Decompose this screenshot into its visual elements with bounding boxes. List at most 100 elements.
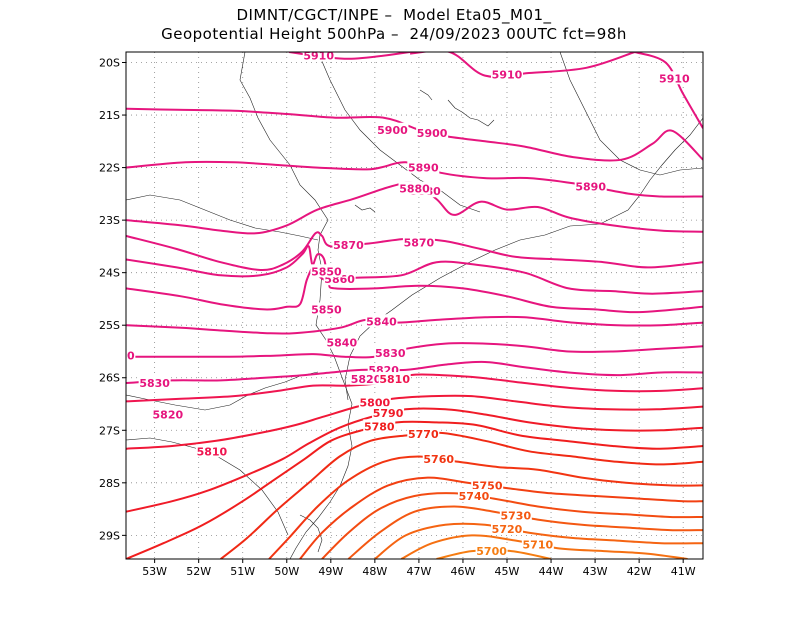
contour-labels: 5910591059105900590058905890588058805870… — [104, 49, 691, 558]
contour-label: 5910 — [659, 72, 690, 85]
contour-label-bg — [457, 488, 490, 502]
y-tick-label: 22S — [99, 162, 120, 175]
contour-label: 5900 — [377, 124, 408, 137]
contour-label: 5740 — [459, 490, 490, 503]
contour-label-bg — [499, 508, 532, 522]
contour-label: 5820 — [351, 373, 382, 386]
contour-label-bg — [376, 122, 409, 136]
contour-label-bg — [126, 348, 136, 362]
x-axis: 53W 52W 51W 50W 49W 48W 47W 46W 45W 44W 43W 42W 41W — [142, 559, 696, 578]
contour-line-5910 — [288, 52, 411, 60]
x-tick-label: 51W — [230, 565, 255, 578]
contour-label-bg — [422, 452, 455, 466]
x-tick-label: 52W — [186, 565, 211, 578]
y-tick-label: 27S — [99, 424, 120, 437]
coastline — [239, 52, 353, 559]
contour-label-bg — [475, 544, 508, 558]
contour-label: 5870 — [333, 239, 364, 252]
contour-label: 5770 — [408, 428, 439, 441]
contour-label: 5810 — [379, 373, 410, 386]
contour-label-bg — [402, 235, 435, 249]
contour-label-bg — [151, 407, 184, 421]
contour-label: 5820 — [153, 409, 184, 422]
contour-label-bg — [407, 160, 440, 174]
x-tick-label: 41W — [671, 565, 696, 578]
contour-label: 5780 — [364, 420, 395, 433]
contour-label-bg — [658, 71, 691, 85]
y-tick-label: 29S — [99, 529, 120, 542]
state-border — [317, 52, 481, 213]
chart-title-line1: DIMNT/CGCT/INPE – Model Eta05_M01_ — [236, 6, 552, 24]
x-tick-label: 49W — [318, 565, 343, 578]
contour-label-bg — [372, 406, 405, 420]
border-line — [126, 371, 319, 411]
contour-label: 5850 — [311, 265, 342, 278]
contour-label-bg — [490, 521, 523, 535]
contour-label-bg — [574, 179, 607, 193]
contour-label: 5730 — [500, 510, 531, 523]
y-tick-label: 21S — [99, 109, 120, 122]
contour-line-5900 — [126, 107, 703, 162]
contour-label-bg — [358, 395, 391, 409]
contour-label: 5840 — [104, 350, 135, 363]
contour-line-5800 — [126, 394, 703, 450]
x-tick-label: 50W — [274, 565, 299, 578]
x-tick-label: 48W — [362, 565, 387, 578]
contour-label: 5850 — [311, 303, 342, 316]
contour-label: 5880 — [399, 183, 430, 196]
y-tick-label: 28S — [99, 477, 120, 490]
contour-label: 5700 — [476, 545, 507, 558]
contour-label: 5830 — [375, 347, 406, 360]
contour-label-bg — [521, 537, 554, 551]
contour-label-bg — [310, 302, 343, 316]
contour-label: 5900 — [417, 127, 448, 140]
contour-label-bg — [471, 478, 504, 492]
contour-label-bg — [407, 427, 440, 441]
contour-line-5840 — [126, 315, 703, 335]
contour-label: 5890 — [408, 162, 439, 175]
contour-label: 5790 — [373, 407, 404, 420]
contour-label: 5840 — [327, 337, 358, 350]
chart-title-line2: Geopotential Height 500hPa – 24/09/2023 … — [161, 25, 627, 43]
contour-line-5850 — [126, 253, 703, 314]
contour-label: 5810 — [197, 445, 228, 458]
coastline-atlantic — [344, 117, 703, 401]
contour-label: 5830 — [139, 377, 170, 390]
contour-label: 5870 — [404, 237, 435, 250]
contour-label-bg — [332, 238, 365, 252]
y-axis: 20S 21S 22S 23S 24S 25S 26S 27S 28S 29S — [99, 57, 126, 542]
contour-label-bg — [325, 335, 358, 349]
contour-label: 5910 — [492, 68, 523, 81]
contour-label: 5720 — [492, 523, 523, 536]
coastline-map — [126, 52, 703, 559]
state-border — [126, 194, 319, 241]
contour-label: 5910 — [303, 49, 334, 62]
contour-label: 5890 — [575, 180, 606, 193]
contour-label: 5840 — [366, 315, 397, 328]
contour-line-5830 — [126, 342, 703, 359]
x-tick-label: 44W — [539, 565, 564, 578]
y-tick-label: 25S — [99, 319, 120, 332]
x-tick-label: 42W — [627, 565, 652, 578]
contour-line-5740 — [321, 492, 703, 559]
contour-line-5820 — [126, 360, 703, 384]
contour-label-bg — [195, 444, 228, 458]
contour-label-bg — [398, 181, 431, 195]
contour-label-bg — [363, 419, 396, 433]
contour-label: 5710 — [523, 539, 554, 552]
contour-line-5760 — [268, 455, 703, 559]
contour-label-bg — [416, 125, 449, 139]
y-tick-label: 24S — [99, 267, 120, 280]
x-tick-label: 47W — [406, 565, 431, 578]
y-tick-label: 26S — [99, 372, 120, 385]
contour-label-bg — [138, 375, 171, 389]
contour-label-bg — [490, 67, 523, 81]
contour-label: 5760 — [423, 453, 454, 466]
bay — [447, 99, 495, 127]
contour-label-bg — [310, 264, 343, 278]
y-tick-label: 23S — [99, 214, 120, 227]
x-tick-label: 53W — [142, 565, 167, 578]
lagoon — [419, 89, 433, 101]
contour-lines — [126, 52, 703, 559]
bay — [354, 204, 376, 213]
